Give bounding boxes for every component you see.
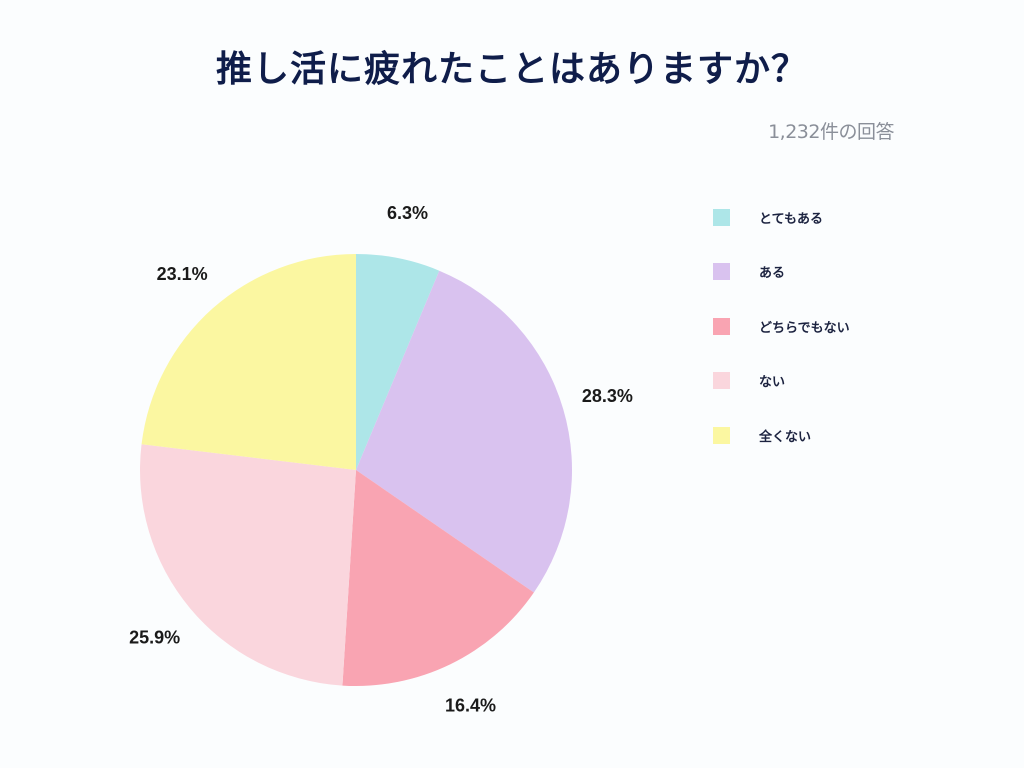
legend-label: ない bbox=[759, 375, 786, 390]
pie-slice-3 bbox=[342, 470, 534, 687]
legend-item: ある bbox=[713, 262, 785, 282]
response-count: 1,232件の回答 bbox=[768, 121, 894, 143]
legend-item: 全くない bbox=[713, 425, 811, 445]
legend-item: ない bbox=[713, 371, 785, 391]
slice-label-5: 23.1% bbox=[157, 264, 208, 284]
pie-slice-4 bbox=[139, 444, 356, 686]
legend-item: とてもある bbox=[713, 207, 823, 227]
legend-item: どちらでもない bbox=[713, 316, 850, 336]
slice-label-3: 16.4% bbox=[445, 696, 496, 716]
pie-slice-1 bbox=[356, 254, 440, 470]
legend-swatch bbox=[713, 263, 730, 280]
slice-label-4: 25.9% bbox=[129, 628, 180, 648]
legend-swatch bbox=[713, 426, 730, 444]
legend-swatch bbox=[713, 372, 730, 389]
legend-label: とてもある bbox=[759, 211, 823, 227]
chart-title: 推し活に疲れたことはありますか？ bbox=[215, 49, 808, 90]
legend-label: ある bbox=[759, 266, 786, 281]
legend-label: どちらでもない bbox=[759, 320, 850, 336]
slice-label-1: 6.3% bbox=[387, 203, 428, 223]
legend-swatch bbox=[713, 208, 730, 226]
pie-slice-5 bbox=[141, 254, 356, 470]
legend-swatch bbox=[713, 317, 730, 335]
slice-label-2: 28.3% bbox=[582, 386, 633, 406]
pie-slice-2 bbox=[356, 270, 572, 593]
legend-label: 全くない bbox=[759, 429, 812, 445]
